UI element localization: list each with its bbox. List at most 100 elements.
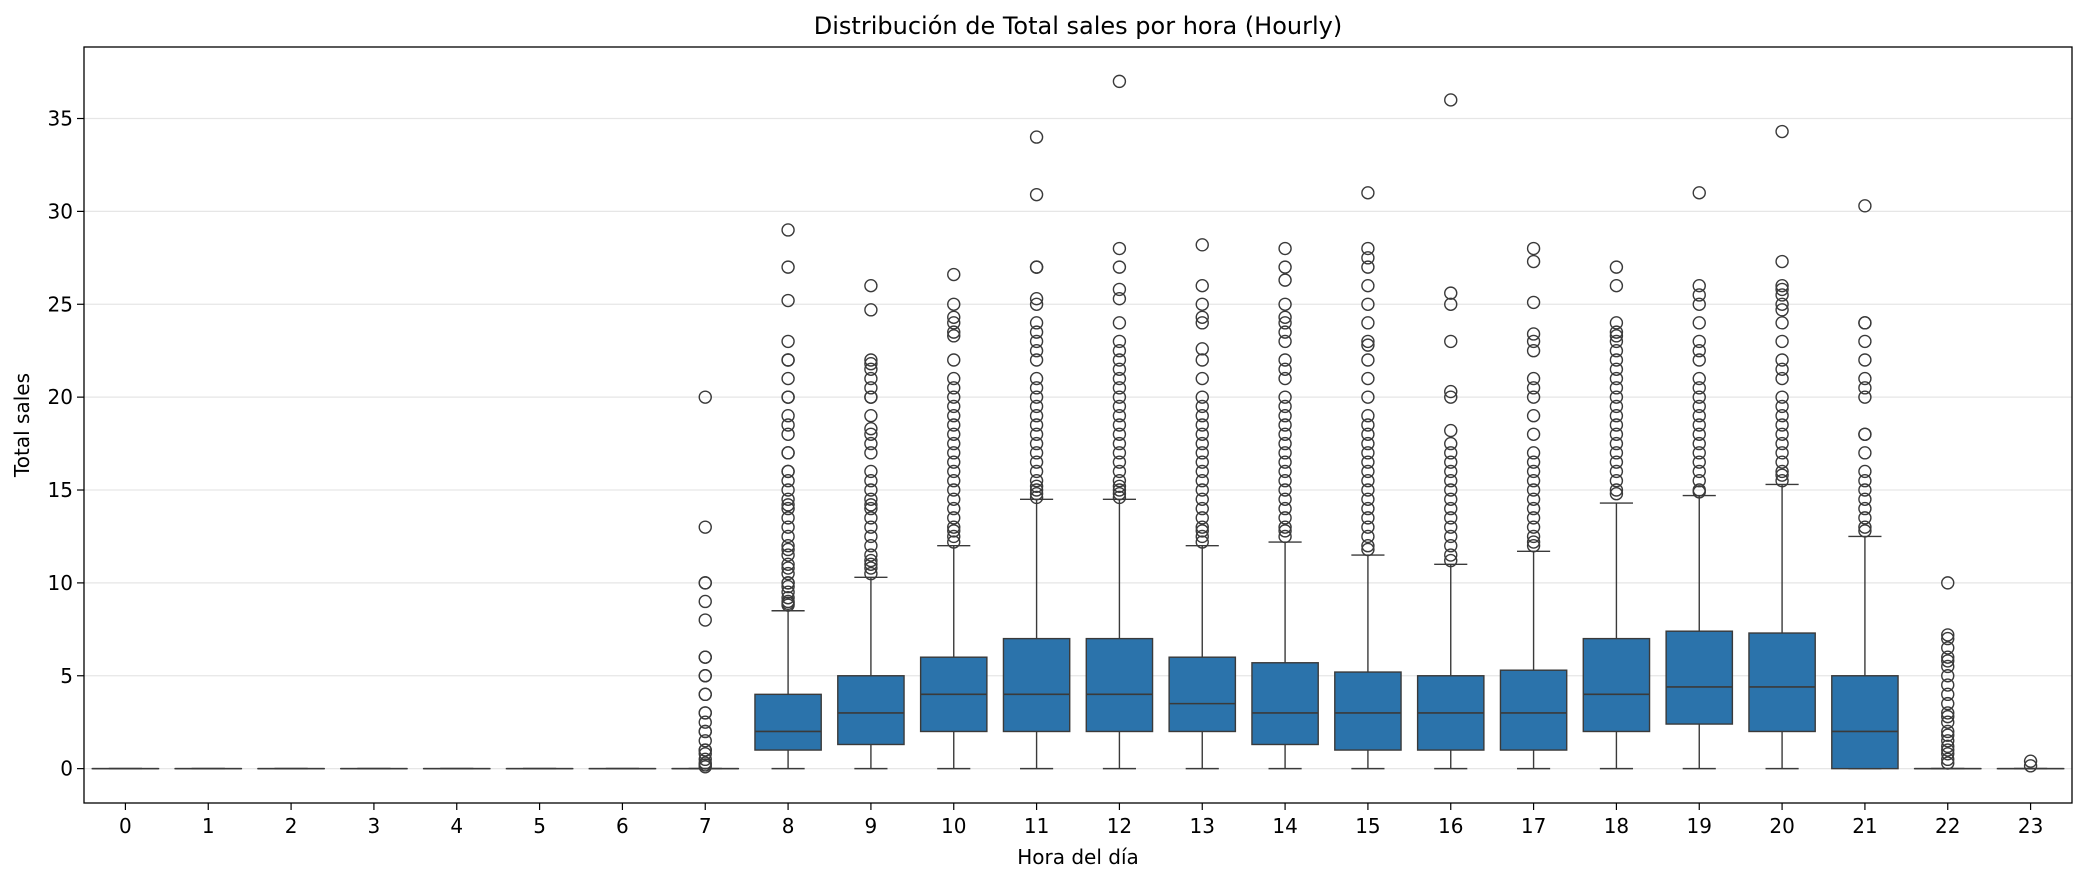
outlier-point [1278, 241, 1292, 256]
y-tick-label: 35 [48, 107, 73, 131]
outlier-point [781, 598, 795, 612]
outlier-point [1858, 483, 1872, 497]
y-axis-title: Total sales [10, 373, 34, 478]
outlier-point [1775, 418, 1789, 432]
outlier-point [1112, 474, 1127, 488]
outlier-point [1941, 756, 1955, 770]
outlier-point [781, 390, 795, 404]
outlier-point [1195, 455, 1209, 469]
outlier-point [1941, 641, 1955, 655]
outlier-point [1858, 520, 1872, 534]
outlier-point [1195, 409, 1209, 423]
outlier-point [1444, 455, 1458, 469]
outlier-point [864, 566, 878, 581]
outlier-point [1692, 353, 1706, 367]
outlier-point [1444, 474, 1458, 488]
outlier-point [1112, 487, 1127, 501]
outlier-point [1278, 362, 1292, 376]
outlier-point [1029, 260, 1044, 274]
box-group-hour-16 [1416, 93, 1485, 770]
outlier-point [1195, 501, 1209, 516]
outlier-point [2023, 759, 2038, 773]
outlier-point [1278, 316, 1292, 330]
x-tick-label: 20 [1769, 814, 1794, 838]
box-iqr [1748, 632, 1816, 733]
box-group-hour-11 [1002, 130, 1071, 770]
outlier-point [1195, 371, 1209, 386]
outlier-point [1858, 381, 1872, 395]
outlier-point [864, 557, 878, 572]
outlier-point [1361, 464, 1375, 479]
outlier-point [698, 752, 712, 767]
outlier-point [1941, 628, 1955, 642]
outlier-point [947, 399, 961, 414]
outlier-point [1941, 659, 1955, 674]
outlier-point [1858, 464, 1872, 479]
outlier-point [1775, 362, 1789, 376]
outlier-point [698, 747, 712, 761]
outlier-point [1692, 464, 1706, 479]
outlier-point [1278, 501, 1292, 516]
outlier-point [781, 353, 795, 367]
box-group-hour-7 [671, 390, 740, 774]
outlier-point [947, 474, 961, 488]
outlier-point [1692, 436, 1706, 451]
outlier-point [781, 334, 795, 349]
outlier-point [1029, 334, 1044, 349]
x-tick-label: 7 [699, 814, 712, 838]
outlier-point [864, 390, 878, 404]
x-tick-label: 11 [1024, 814, 1049, 838]
outlier-point [1112, 455, 1127, 469]
outlier-point [1029, 371, 1044, 386]
outlier-point [1775, 303, 1789, 317]
outlier-point [1278, 520, 1292, 534]
x-tick-label: 3 [368, 814, 381, 838]
box-group-hour-22 [1913, 576, 1982, 770]
outlier-point [1526, 539, 1541, 553]
outlier-point [947, 371, 961, 386]
outlier-point [1609, 464, 1624, 479]
outlier-point [1858, 492, 1872, 506]
y-tick-label: 30 [48, 199, 73, 223]
outlier-point [1941, 743, 1955, 757]
outlier-point [1195, 492, 1209, 506]
outlier-point [1775, 282, 1789, 297]
outlier-point [1692, 288, 1706, 302]
outlier-point [1775, 446, 1789, 460]
outlier-point [781, 529, 795, 544]
outlier-point [1692, 446, 1706, 460]
outlier-point [1112, 316, 1127, 330]
outlier-point [947, 427, 961, 441]
outlier-point [947, 310, 961, 324]
outlier-point [1278, 511, 1292, 525]
outlier-point [1526, 492, 1541, 506]
outlier-point [698, 724, 712, 739]
outlier-point [1609, 436, 1624, 451]
box-group-hour-18 [1582, 260, 1651, 770]
outlier-point [1692, 427, 1706, 441]
outlier-point [698, 594, 712, 609]
outlier-point [1278, 399, 1292, 414]
outlier-point [1361, 251, 1375, 265]
outlier-point [1692, 186, 1706, 200]
outlier-point [1444, 501, 1458, 516]
outlier-point [698, 706, 712, 720]
outlier-point [1029, 479, 1044, 493]
outlier-point [781, 557, 795, 572]
outlier-point [1029, 399, 1044, 414]
box-group-hour-21 [1831, 199, 1899, 770]
y-tick-label: 25 [48, 292, 73, 316]
x-tick-label: 15 [1355, 814, 1380, 838]
outlier-point [1775, 474, 1789, 488]
outlier-point [1609, 390, 1624, 404]
outlier-point [1029, 316, 1044, 330]
outlier-point [864, 529, 878, 544]
outlier-point [781, 585, 795, 599]
outlier-point [1526, 483, 1541, 497]
outlier-point [947, 446, 961, 460]
outlier-point [1609, 483, 1624, 497]
outlier-point [1361, 390, 1375, 404]
outlier-point [1278, 446, 1292, 460]
outlier-point [781, 446, 795, 460]
outlier-point [1858, 334, 1872, 349]
